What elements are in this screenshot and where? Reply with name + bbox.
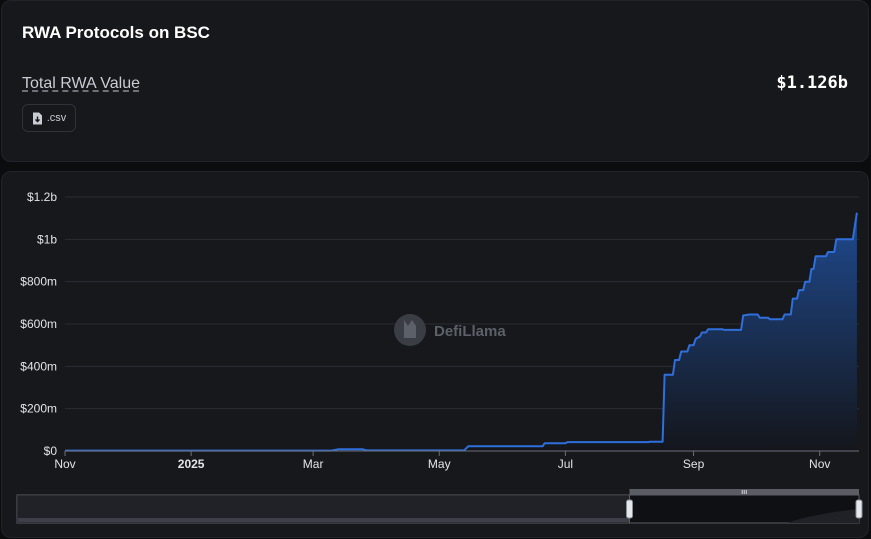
zoom-handle (855, 499, 863, 519)
metric-label[interactable]: Total RWA Value (22, 75, 140, 92)
y-tick-label: $1b (37, 232, 57, 246)
zoom-handle (625, 499, 633, 519)
file-download-icon (32, 112, 43, 125)
defillama-watermark: DefiLlama (394, 314, 506, 346)
y-tick-label: $200m (20, 402, 57, 416)
x-tick-label: Nov (809, 457, 830, 471)
y-tick-label: $0 (44, 444, 58, 458)
metric-value: $1.126b (776, 73, 848, 93)
x-tick-label: 2025 (178, 457, 205, 471)
x-tick-label: Nov (54, 457, 75, 471)
zoom-unselected-range (17, 495, 630, 523)
series-line (65, 212, 858, 452)
page-title: RWA Protocols on BSC (22, 23, 210, 42)
chart-panel: DefiLlama $0 $200m $400m $600m $800m $1b $1.2b… (1, 171, 869, 538)
csv-download-button[interactable]: .csv (22, 104, 76, 132)
x-tick-label: Sep (683, 457, 705, 471)
x-tick-label: Mar (303, 457, 324, 471)
series-area (65, 212, 857, 451)
zoom-slider[interactable] (16, 489, 863, 524)
watermark-text: DefiLlama (434, 323, 506, 340)
zoom-overview-area (789, 509, 859, 523)
x-tick-label: May (428, 457, 451, 471)
chart: DefiLlama $0 $200m $400m $600m $800m $1b $1.2b… (16, 190, 863, 524)
y-tick-label: $1.2b (27, 190, 57, 204)
y-tick-label: $400m (20, 359, 57, 373)
csv-button-label: .csv (46, 112, 67, 124)
x-tick-label: Jul (558, 457, 573, 471)
summary-panel: RWA Protocols on BSC Total RWA Value $1.… (1, 0, 869, 162)
y-tick-label: $600m (20, 317, 57, 331)
y-tick-label: $800m (20, 275, 57, 289)
